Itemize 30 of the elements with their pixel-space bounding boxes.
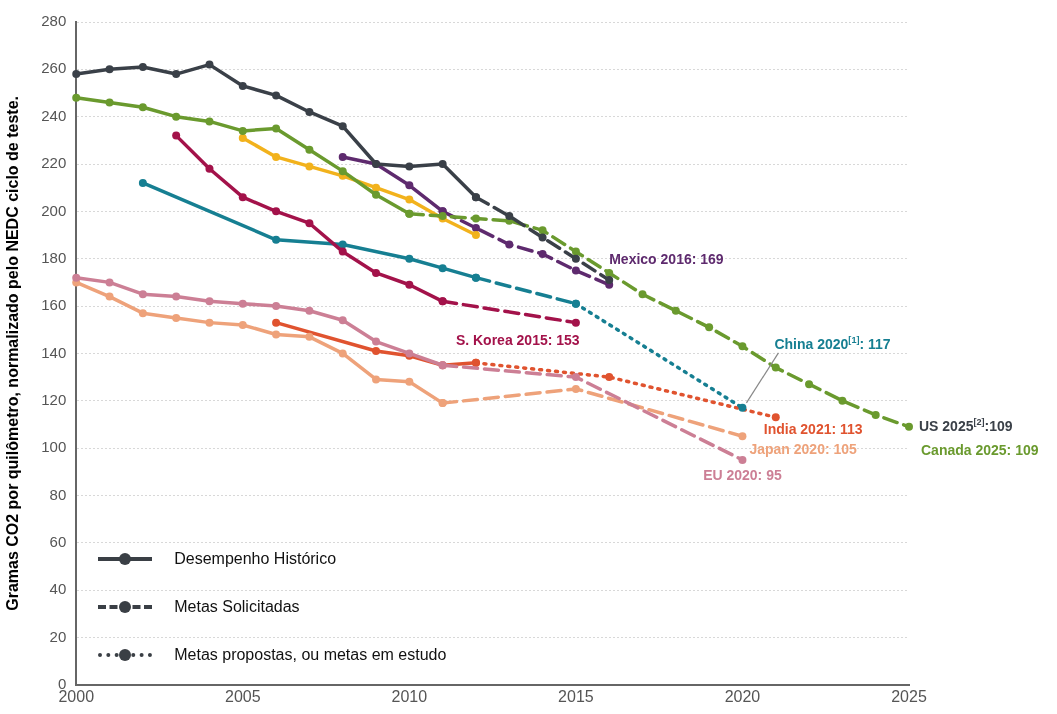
- annotation: Canada 2025: 109: [921, 441, 1039, 458]
- x-tick-label: 2015: [558, 687, 594, 705]
- y-tick-label: 20: [49, 627, 67, 645]
- annotation: EU 2020: 95: [703, 466, 782, 483]
- x-tick-label: 2020: [724, 687, 761, 705]
- y-tick-label: 60: [49, 532, 67, 550]
- annotation: Mexico 2016: 169: [609, 250, 724, 267]
- y-tick-label: 120: [41, 390, 67, 408]
- y-tick-label: 40: [49, 580, 67, 598]
- x-tick-label: 2010: [391, 687, 428, 705]
- annotation: S. Korea 2015: 153: [455, 332, 580, 349]
- annotation: India 2021: 113: [763, 421, 863, 438]
- x-tick-label: 2025: [891, 687, 927, 705]
- y-tick-label: 160: [41, 296, 67, 314]
- y-axis-title: Gramas CO2 por quilômetro, normalizado pelo NEDC ciclo de teste.: [4, 96, 22, 611]
- y-tick-label: 0: [57, 674, 67, 692]
- annotation: Japan 2020: 105: [749, 441, 858, 458]
- y-tick-label: 180: [41, 248, 67, 266]
- legend-label: Desempenho Histórico: [174, 549, 337, 568]
- x-tick-label: 2005: [224, 687, 261, 705]
- y-tick-label: 240: [41, 106, 67, 124]
- y-tick-label: 140: [41, 343, 67, 361]
- y-tick-label: 80: [49, 485, 67, 503]
- y-tick-label: 260: [41, 59, 67, 77]
- legend-label: Metas propostas, ou metas em estudo: [174, 645, 447, 664]
- y-tick-label: 220: [41, 154, 67, 172]
- legend-label: Metas Solicitadas: [174, 597, 300, 616]
- y-tick-label: 100: [41, 438, 67, 456]
- y-tick-label: 280: [41, 12, 67, 30]
- y-tick-label: 200: [41, 201, 67, 219]
